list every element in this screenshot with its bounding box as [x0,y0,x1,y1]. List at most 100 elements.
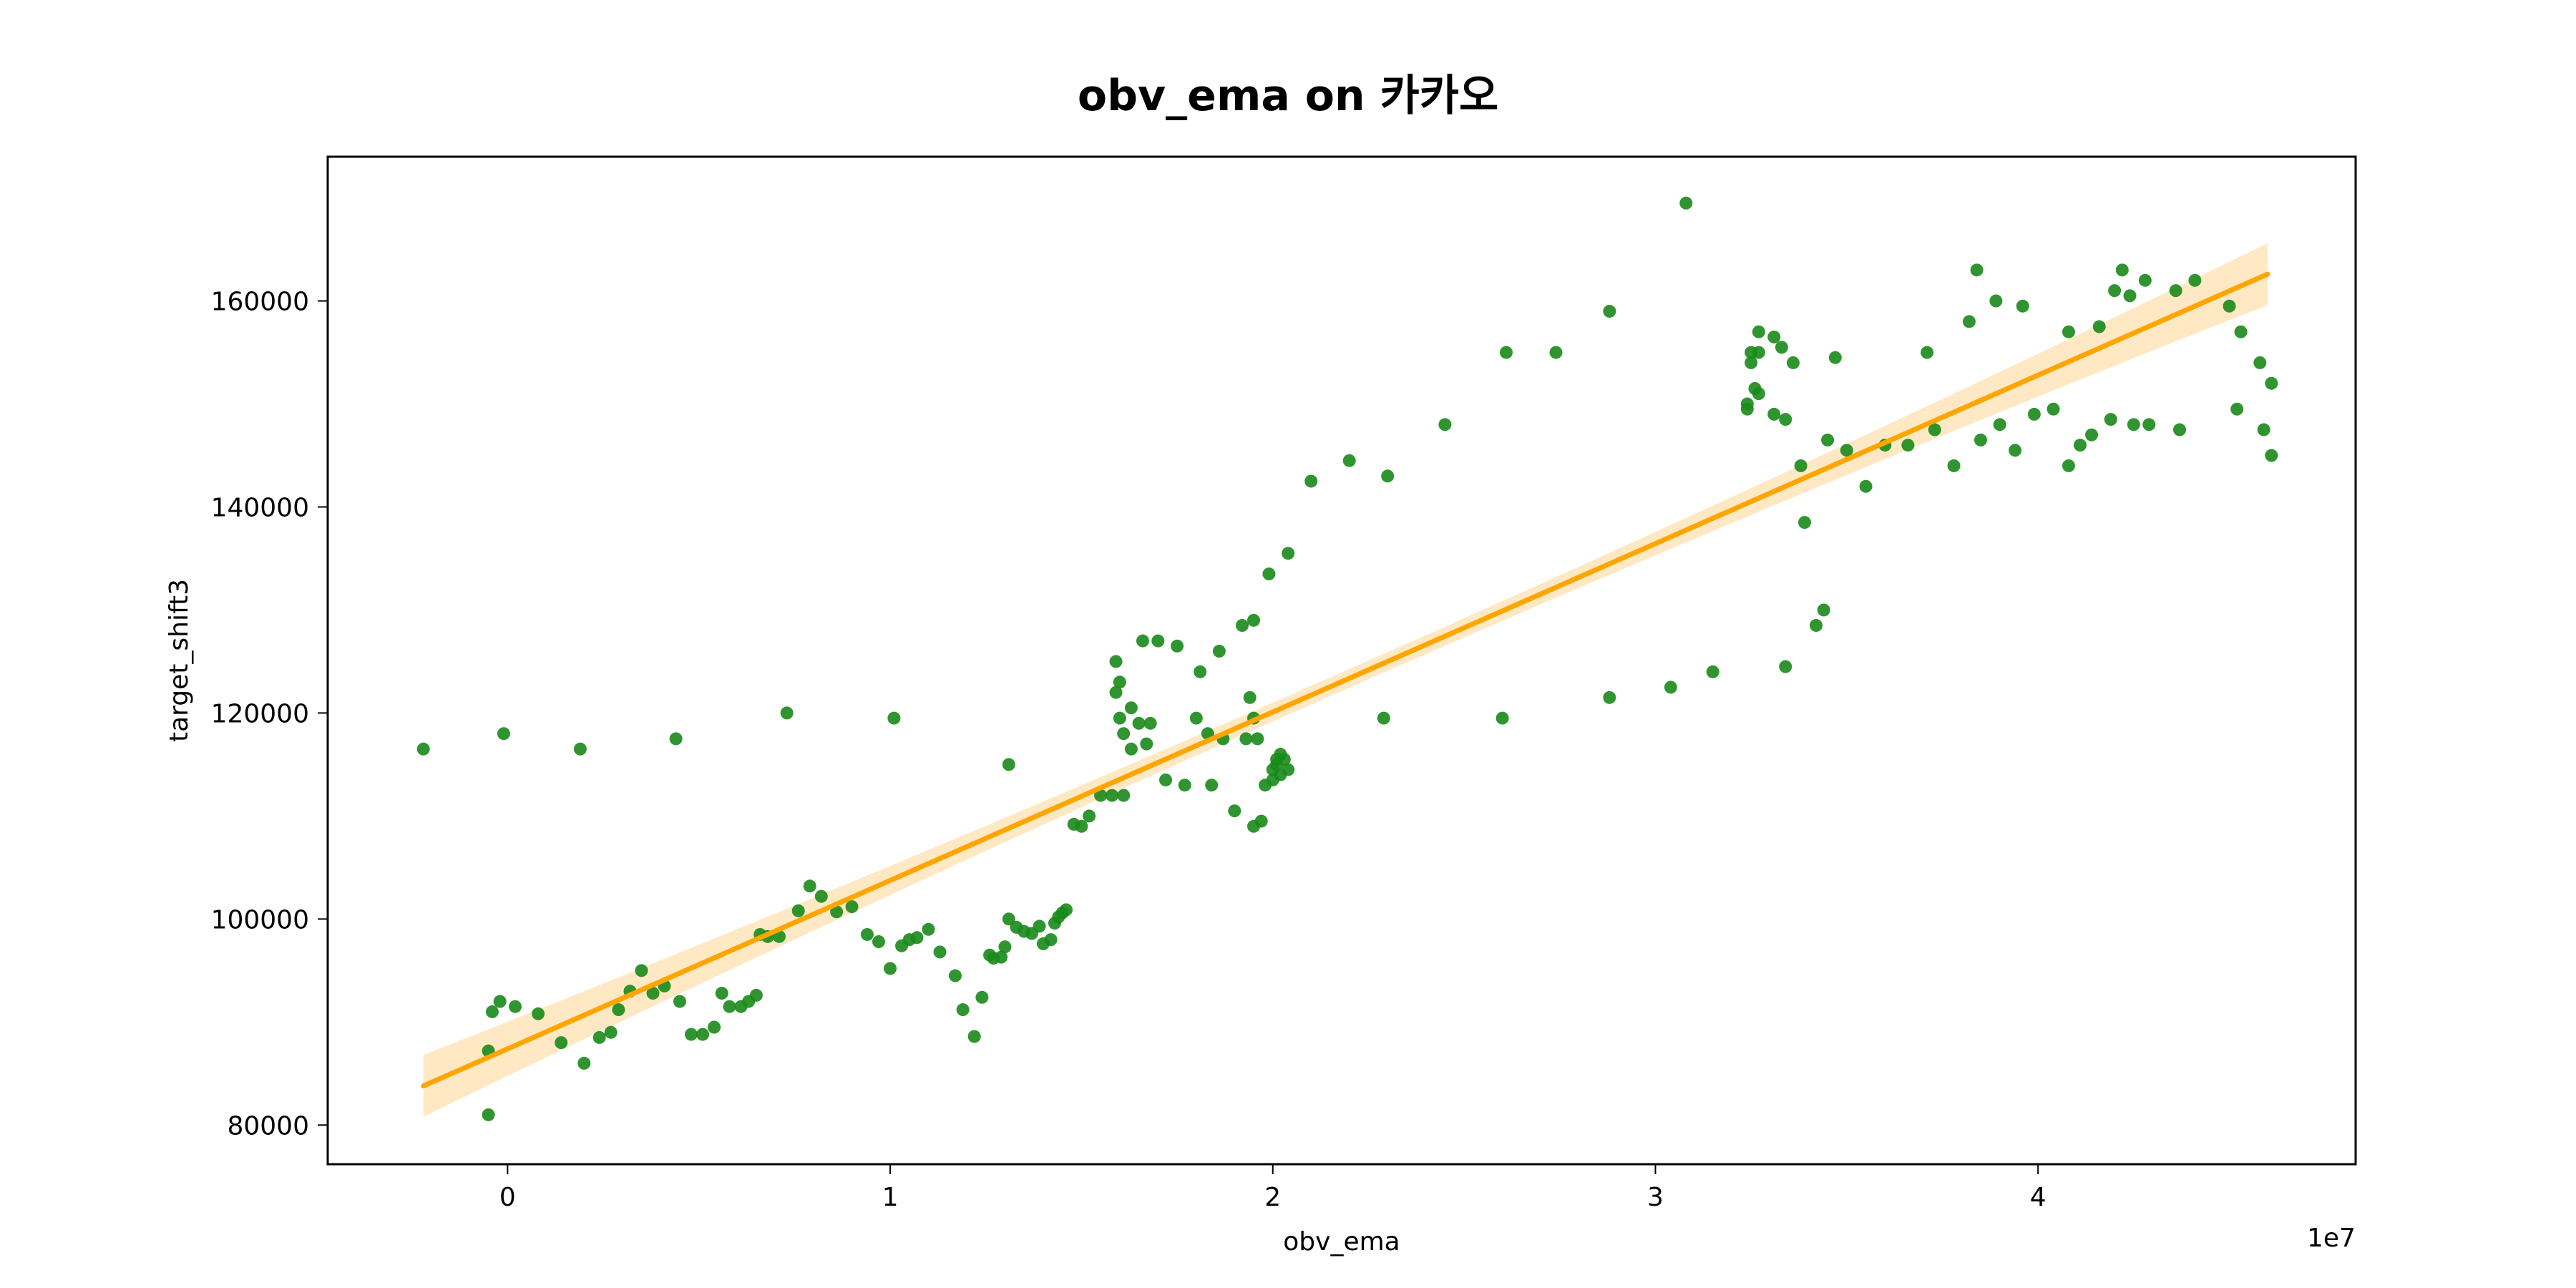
data-point [1798,516,1812,530]
data-point [2062,459,2075,472]
data-point [1779,660,1792,673]
data-point [2173,423,2187,436]
data-point [933,945,947,959]
data-point [1342,454,1356,467]
y-tick-label: 140000 [211,493,309,522]
data-point [1381,469,1395,483]
data-point [1821,433,1835,447]
data-point [1106,789,1119,802]
data-point [669,732,683,746]
regression-line [421,271,2270,1089]
data-point [2138,273,2152,287]
data-point [1767,407,1781,421]
data-point [1205,779,1219,792]
data-point [1745,356,1758,369]
data-point [2127,418,2140,431]
data-point [1752,325,1765,338]
data-point [1251,732,1264,746]
data-point [887,711,901,725]
data-point [1277,753,1291,766]
data-point [1779,413,1792,426]
data-point [1752,387,1765,401]
data-point [1901,439,1915,452]
data-point [2115,263,2129,277]
data-point [998,940,1012,954]
data-point [1706,665,1719,678]
data-point [1859,479,1873,493]
x-axis-label: obv_ema [1283,1227,1400,1257]
data-point [1212,645,1226,658]
data-point [1143,716,1157,730]
data-point [1178,779,1191,792]
data-point [592,1030,606,1044]
data-point [830,905,844,919]
data-point [2092,320,2106,333]
data-point [708,1020,721,1034]
data-point [1993,418,2006,431]
data-point [715,987,728,1000]
data-point [1124,742,1138,756]
data-point [416,742,430,756]
data-point [956,1003,970,1017]
data-point [1304,474,1318,488]
chart-title: obv_ema on 카카오 [1077,71,1499,121]
x-tick-label: 2 [1264,1183,1281,1212]
data-point [1828,351,1842,364]
data-point [2009,444,2022,457]
data-point [948,969,962,982]
data-point [1549,346,1563,359]
data-point [1377,711,1390,725]
data-point [1113,711,1126,725]
data-point [1075,819,1088,833]
data-point [1962,315,1976,328]
data-point [577,1056,591,1070]
data-point [1140,737,1153,751]
data-point [1262,567,1276,581]
data-point [1282,763,1295,776]
data-point [1189,711,1203,725]
data-point [1151,634,1165,648]
data-point [2230,402,2244,416]
data-point [780,706,794,720]
data-point [860,927,874,941]
data-point [791,904,805,917]
data-point [1496,711,1509,725]
data-point [485,1005,499,1018]
data-point [723,1000,736,1013]
scatter-points [416,196,2278,1121]
data-point [910,931,924,945]
data-point [2074,439,2087,452]
data-point [573,742,587,756]
data-point [1002,912,1015,926]
data-point [635,964,648,977]
data-point [2108,284,2122,298]
y-axis-ticks: 80000 100000 120000 140000 160000 [211,288,328,1141]
data-point [1117,727,1131,741]
data-point [1794,459,1807,472]
data-point [497,727,510,741]
data-point [814,889,828,903]
data-point [749,988,763,1002]
data-point [2046,402,2060,416]
data-point [612,1003,625,1017]
data-point [1775,341,1788,354]
data-point [1438,418,1452,431]
data-point [1740,402,1754,416]
data-point [1499,346,1513,359]
data-point [1044,933,1058,947]
data-point [493,995,507,1008]
data-point [684,1028,698,1041]
data-point [1132,716,1146,730]
data-point [1239,732,1253,746]
data-point [995,950,1008,964]
data-point [872,935,885,949]
data-point [2027,407,2041,421]
data-point [1947,459,1961,472]
data-point [696,1028,710,1041]
data-point [1603,304,1616,318]
data-point [2223,299,2236,313]
regression-line-layer [421,271,2270,1089]
data-point [1228,804,1241,818]
data-point [482,1108,495,1121]
